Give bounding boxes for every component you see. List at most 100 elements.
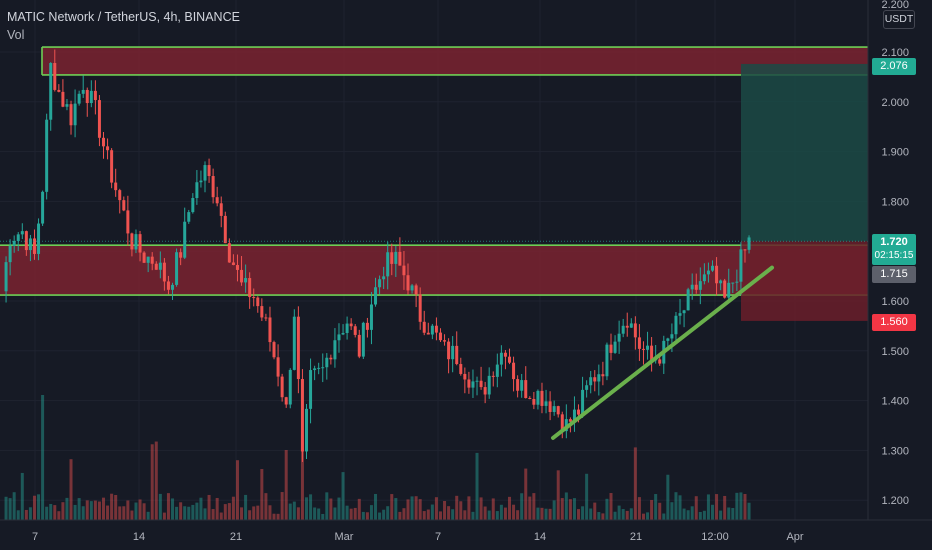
candle-body [195, 182, 199, 199]
candle-body [365, 322, 369, 330]
candle-body [8, 245, 12, 263]
candle-body [215, 197, 219, 204]
x-tick-label: 7 [435, 531, 441, 543]
candle-body [378, 279, 382, 288]
volume-bar [313, 507, 317, 520]
symbol-title[interactable]: MATIC Network / TetherUS, 4h, BINANCE [7, 10, 240, 24]
candle-body [292, 316, 296, 370]
volume-bar [203, 508, 207, 520]
candle-body [65, 104, 69, 107]
volume-bar [215, 497, 219, 520]
volume-bar [154, 441, 158, 520]
volume-bar [487, 510, 491, 520]
candle-body [528, 398, 532, 400]
volume-bar [162, 512, 166, 520]
candle-body [609, 344, 613, 353]
target-price-text: 2.076 [880, 60, 908, 72]
candle-body [93, 90, 97, 101]
candle-body [508, 356, 511, 363]
candle-body [166, 281, 170, 290]
volume-bar [73, 504, 77, 520]
volume-bar [300, 435, 304, 520]
candle-body [333, 340, 337, 360]
candle-body [223, 215, 227, 244]
candle-body [568, 419, 572, 422]
stop-price-text: 1.560 [880, 316, 908, 328]
candle-body [374, 287, 378, 305]
volume-bar [516, 510, 520, 520]
candle-body [317, 367, 321, 369]
y-tick-label-partial: 2.200 [881, 0, 909, 11]
volume-bar [410, 496, 414, 520]
volume-bar [609, 493, 613, 520]
volume-bar [97, 501, 101, 520]
candle-body [300, 379, 304, 452]
volume-bar [134, 502, 138, 520]
volume-bar [256, 505, 260, 520]
candle-body [353, 326, 357, 335]
volume-bar [564, 492, 568, 520]
candle-body [430, 325, 434, 335]
volume-bar [491, 498, 495, 520]
candle-body [641, 348, 645, 350]
candle-body [345, 323, 349, 333]
candle-body [418, 294, 422, 322]
volume-bar [520, 493, 524, 520]
volume-bar [715, 494, 719, 520]
candle-body [455, 345, 459, 365]
candle-body [585, 385, 589, 390]
volume-bar [231, 496, 235, 520]
candle-body [260, 306, 264, 318]
volume-bar [499, 504, 503, 520]
candle-body [471, 381, 475, 388]
candle-body [81, 89, 85, 94]
x-tick-label: 21 [630, 531, 642, 543]
volume-bar [508, 496, 511, 520]
volume-bar [292, 501, 296, 520]
candle-body [394, 251, 398, 264]
volume-bar [252, 506, 256, 520]
candle-body [479, 380, 483, 388]
volume-bar [739, 492, 743, 520]
candle-body [386, 252, 390, 277]
volume-bar [102, 497, 105, 520]
candle-body [89, 90, 93, 104]
volume-bar [633, 447, 637, 520]
candle-body [191, 198, 195, 213]
candle-body [463, 373, 467, 380]
trendline [551, 265, 774, 440]
volume-bar [577, 509, 581, 520]
volume-bar [430, 504, 434, 520]
candle-body [252, 297, 256, 299]
volume-bar [503, 507, 507, 520]
volume-indicator-label[interactable]: Vol [7, 28, 25, 42]
candle-body [309, 370, 313, 409]
candle-body [451, 345, 455, 360]
candle-body [516, 379, 520, 391]
volume-bar [171, 498, 175, 520]
candle-body [248, 278, 252, 298]
candle-body [690, 284, 694, 290]
candle-body [16, 234, 20, 241]
currency-badge[interactable]: USDT [883, 10, 915, 29]
volume-bar [20, 472, 24, 520]
candle-body [102, 137, 105, 147]
volume-bar [621, 509, 625, 520]
volume-bar [150, 444, 154, 520]
candle-body [422, 321, 426, 333]
volume-bar [374, 493, 378, 520]
candle-body [414, 285, 418, 295]
volume-bar [459, 501, 463, 520]
candle-body [625, 325, 629, 328]
candle-body [73, 103, 77, 126]
volume-bar [110, 493, 114, 520]
volume-bar [666, 474, 670, 520]
volume-bar [8, 498, 12, 520]
volume-bar [581, 506, 585, 520]
candle-body [130, 233, 134, 250]
candle-body [341, 332, 345, 335]
volume-bar [426, 509, 430, 520]
candle-body [12, 240, 16, 246]
volume-bar [475, 452, 479, 520]
